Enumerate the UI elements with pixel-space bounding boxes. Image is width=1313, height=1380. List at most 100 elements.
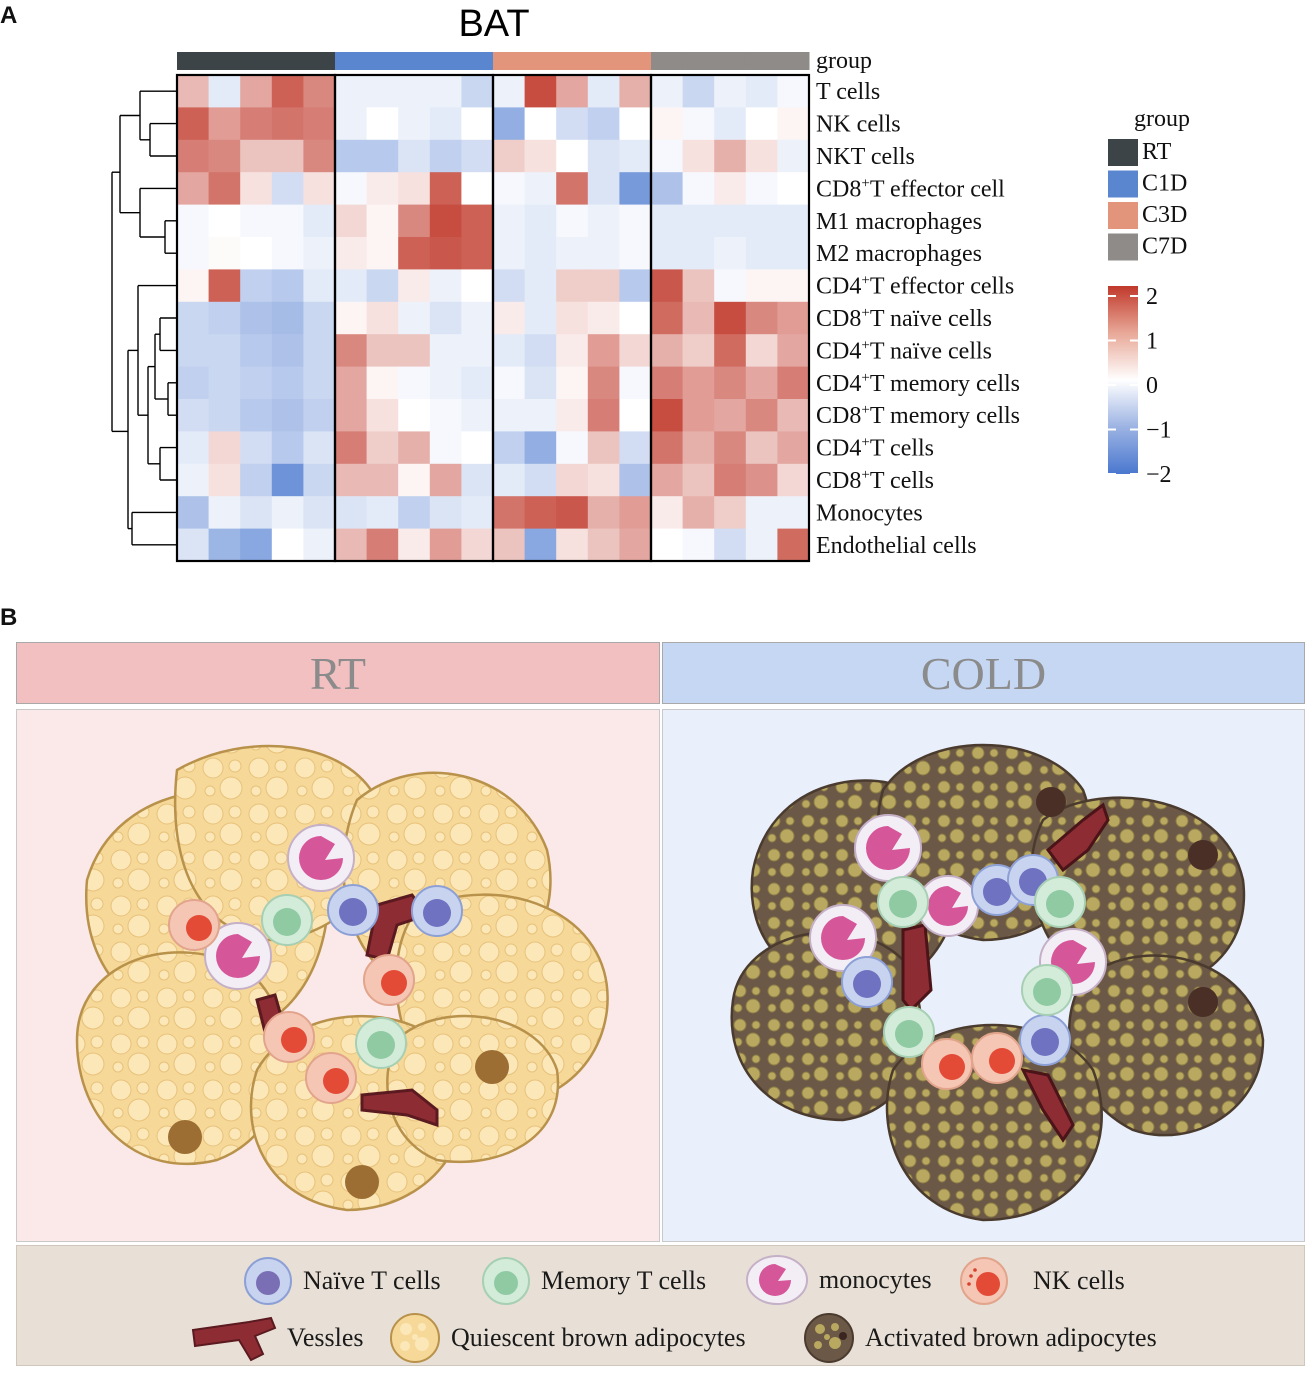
heatmap-cell [777,204,810,238]
group-annotation-label: group [816,48,872,74]
heatmap-cell [651,431,683,465]
heatmap-cell [240,204,273,238]
color-scale-bar [1108,286,1138,474]
heatmap-cell [335,107,367,141]
heatmap-cell [429,528,462,562]
heatmap-cell [398,399,431,432]
heatmap-cell [556,496,589,529]
heatmap-cell [777,366,810,400]
heatmap-cell [682,463,715,497]
heatmap-cell [208,431,241,465]
heatmap-cell [177,496,209,529]
heatmap-cell [619,496,652,529]
heatmap-cell [366,528,399,562]
heatmap-cell [524,463,557,497]
heatmap-cell [461,301,494,335]
heatmap-cell [493,301,525,335]
heatmap-cell [651,496,683,529]
heatmap-cell [651,172,683,205]
heatmap-cell [208,301,241,335]
row-label: Monocytes [816,500,923,526]
heatmap-cell [714,204,747,238]
heatmap-cell [366,139,399,173]
heatmap-cell [240,496,273,529]
group-bar-cell [587,52,620,70]
heatmap-cell [777,139,810,173]
heatmap-cell [619,75,652,108]
legend-memory-label: Memory T cells [541,1266,707,1295]
legend-activated-label: Activated brown adipocytes [865,1323,1157,1352]
group-bar-cell [651,52,684,70]
heatmap-cell [366,107,399,141]
heatmap-cell [303,172,336,205]
heatmap-cell [303,366,336,400]
heatmap-cell [429,301,462,335]
heatmap-cell [303,528,336,562]
heatmap-cell [556,269,589,303]
heatmap-cell [714,366,747,400]
heatmap-cell [714,172,747,205]
heatmap-cell [398,528,431,562]
heatmap-cell [587,463,620,497]
heatmap-cell [335,204,367,238]
legend-activated-adipocytes: Activated brown adipocytes [803,1312,1157,1364]
heatmap-cell [461,139,494,173]
heatmap-cell [429,463,462,497]
row-label: NK cells [816,112,901,138]
heatmap-cell [524,366,557,400]
heatmap-cell [745,75,778,108]
heatmap-cell [619,204,652,238]
row-label: CD8+T effector cell [816,175,1005,202]
heatmap-cell [461,399,494,432]
heatmap-cell [240,528,273,562]
heatmap-cell [208,107,241,141]
row-label: CD4+T memory cells [816,370,1020,397]
heatmap-cell [556,75,589,108]
heatmap-cell [651,366,683,400]
heatmap-cell [587,496,620,529]
heatmap-cell [461,172,494,205]
row-label: CD8+T naïve cells [816,305,992,332]
heatmap-cell [587,301,620,335]
heatmap-cell [398,75,431,108]
heatmap-cell [682,431,715,465]
heatmap-cell [524,431,557,465]
scale-tick-label: 1 [1146,329,1158,355]
heatmap-cell [271,75,304,108]
heatmap-cell [745,269,778,303]
heatmap-cell [777,334,810,367]
legend-memory-t-cells: Memory T cells [481,1256,706,1306]
heatmap-cell [398,496,431,529]
heatmap-cell [651,269,683,303]
heatmap-cell [335,75,367,108]
heatmap-cell [208,139,241,173]
heatmap-cell [682,269,715,303]
scale-tick-label: 2 [1146,284,1158,310]
heatmap-cell [777,528,810,562]
heatmap-cell [398,172,431,205]
row-label: CD4+T effector cells [816,273,1014,300]
legend-quiescent-label: Quiescent brown adipocytes [451,1323,746,1352]
heatmap-title: BAT [458,3,529,45]
heatmap-cell [335,528,367,562]
heatmap-cell [524,496,557,529]
group-block-outline [649,73,811,563]
heatmap-cell [335,463,367,497]
heatmap-cell [524,237,557,270]
heatmap-cell [335,139,367,173]
heatmap-cell [682,366,715,400]
heatmap-cell [271,366,304,400]
heatmap-cells [177,75,810,562]
heatmap-cell [493,463,525,497]
heatmap-cell [714,301,747,335]
heatmap-cell [714,237,747,270]
heatmap-cell [177,237,209,270]
heatmap-cell [682,399,715,432]
heatmap-cell [587,75,620,108]
heatmap-cell [240,269,273,303]
heatmap-cell [240,237,273,270]
heatmap-cell [682,204,715,238]
heatmap-cell [271,204,304,238]
heatmap-cell [682,496,715,529]
heatmap-cell [524,334,557,367]
